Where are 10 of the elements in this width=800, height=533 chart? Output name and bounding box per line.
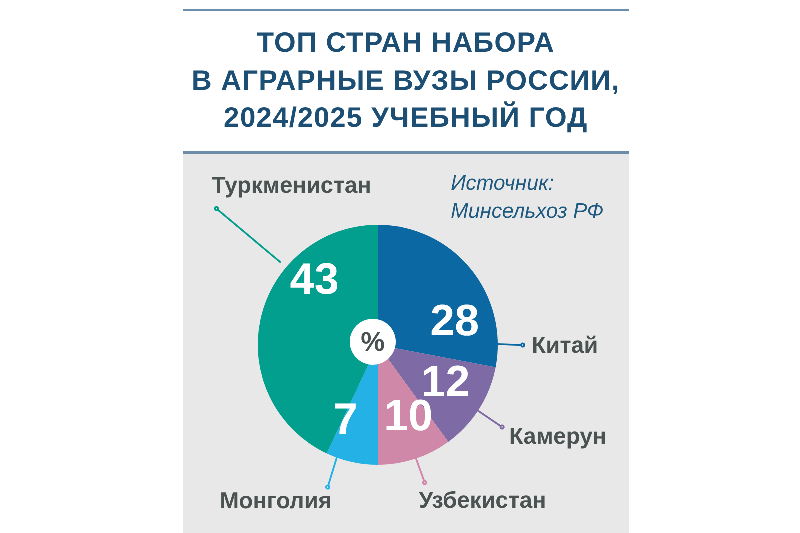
slice-label: Туркменистан (212, 172, 372, 198)
data-label: 7 (333, 394, 358, 444)
data-label: 28 (430, 296, 480, 346)
chart-title: ТОП СТРАН НАБОРА В АГРАРНЫЕ ВУЗЫ РОССИИ, 2024/2025 УЧЕБНЫЙ ГОД (192, 26, 620, 135)
slice-label: Китай (532, 332, 598, 358)
data-label: 43 (290, 255, 340, 304)
slice-label: Узбекистан (418, 486, 546, 513)
slice-label: Камерун (509, 423, 607, 450)
slice-label: Монголия (220, 487, 332, 514)
text: Источник: Минсельхоз РФ (451, 171, 604, 225)
